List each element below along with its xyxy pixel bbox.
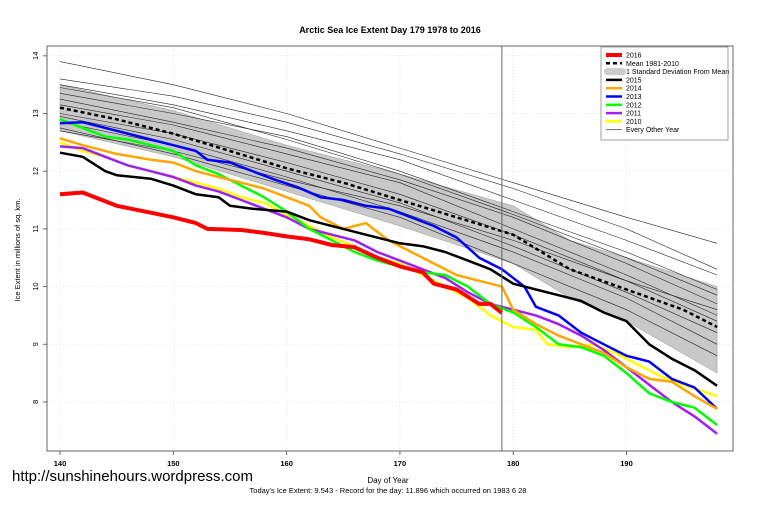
legend-label: Every Other Year: [626, 127, 680, 134]
x-axis-label: Day of Year: [367, 476, 409, 485]
legend-box: [600, 46, 729, 141]
chart-subtitle: Today's Ice Extent: 9.543 - Record for t…: [249, 486, 527, 495]
legend-label: 2011: [626, 111, 641, 118]
x-tick-label: 140: [54, 459, 67, 468]
y-tick-label: 10: [31, 282, 40, 290]
other-year-line: [59, 98, 718, 305]
y-tick-label: 12: [31, 167, 40, 175]
source-url: http://sunshinehours.wordpress.com: [12, 468, 253, 485]
x-tick-label: 160: [280, 459, 293, 468]
y-tick-label: 9: [31, 342, 40, 346]
series-line-2013: [59, 120, 718, 410]
other-year-line: [59, 104, 718, 316]
series-line-2015: [59, 151, 718, 387]
other-year-line: [59, 87, 718, 296]
other-year-line: [59, 93, 718, 290]
std-deviation-band: [59, 84, 718, 374]
y-tick-label: 14: [31, 52, 40, 60]
y-tick-label: 13: [31, 109, 40, 117]
legend-label: 1 Standard Deviation From Mean: [626, 69, 729, 76]
chart-title: Arctic Sea Ice Extent Day 179 1978 to 20…: [299, 25, 481, 35]
legend-label: 2012: [626, 102, 642, 109]
x-tick-label: 190: [620, 459, 633, 468]
legend-label: 2013: [626, 94, 642, 101]
mean-line: [59, 106, 718, 329]
legend-label: 2014: [626, 86, 642, 93]
y-tick-label: 11: [31, 225, 40, 233]
legend-label: Mean 1981-2010: [626, 61, 679, 68]
other-year-line: [59, 84, 718, 276]
other-year-line: [59, 116, 718, 333]
series-line-2014: [59, 137, 718, 410]
series-line-2011: [59, 145, 718, 435]
x-tick-label: 170: [394, 459, 407, 468]
legend-label: 2016: [626, 53, 642, 60]
plot-border: [46, 45, 734, 452]
y-tick-label: 8: [31, 400, 40, 404]
other-year-line: [59, 127, 718, 357]
x-tick-label: 150: [167, 459, 180, 468]
other-year-line: [59, 78, 718, 270]
legend-label: 2010: [626, 119, 642, 126]
x-tick-label: 180: [507, 459, 520, 468]
legend-label: 2015: [626, 77, 642, 84]
series-line-2016: [59, 190, 504, 315]
other-year-line: [59, 61, 718, 244]
legend-swatch: [604, 68, 626, 76]
y-axis-label: Ice Extent in millions of sq. km.: [13, 199, 22, 302]
